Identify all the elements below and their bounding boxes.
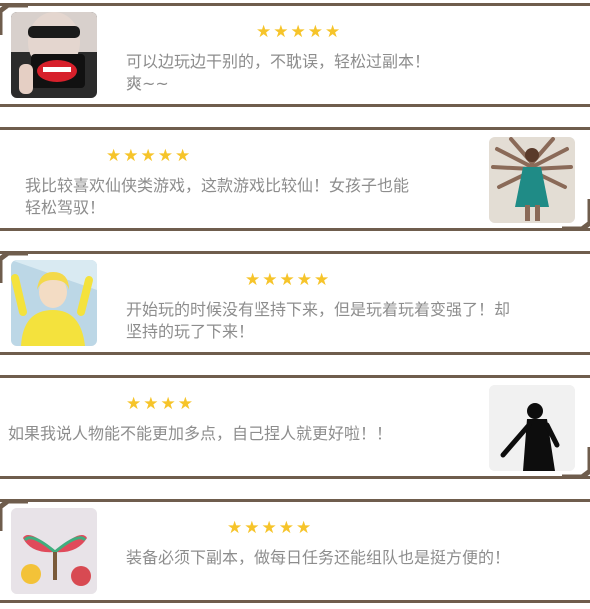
avatar bbox=[11, 508, 97, 594]
review-text: 如果我说人物能不能更加多点，自己捏人就更好啦！！ bbox=[8, 424, 393, 443]
corner-bracket-icon bbox=[562, 447, 590, 479]
corner-bracket-icon bbox=[562, 199, 590, 231]
review-text: 可以边玩边干别的，不耽误，轻松过副本！ 爽~~ bbox=[126, 52, 431, 93]
rating-stars: ★★★★★ bbox=[245, 270, 332, 290]
rating-stars: ★★★★ bbox=[126, 394, 195, 414]
corner-bracket-icon bbox=[0, 3, 28, 35]
corner-bracket-icon bbox=[0, 499, 28, 531]
rating-stars: ★★★★★ bbox=[227, 518, 314, 538]
avatar bbox=[11, 12, 97, 98]
review-text: 开始玩的时候没有坚持下来，但是玩着玩着变强了！却 坚持的玩了下来！ bbox=[126, 300, 511, 341]
avatar bbox=[489, 137, 575, 223]
avatar bbox=[11, 260, 97, 346]
silhouette-man-photo bbox=[489, 385, 575, 471]
review-text: 我比较喜欢仙侠类游戏，这款游戏比较仙！女孩子也能 轻松驾驭！ bbox=[25, 176, 410, 217]
review-card: ★★★★★ 装备必须下副本，做每日任务还能组队也是挺方便的！ bbox=[0, 499, 590, 603]
review-card: ★★★★ 如果我说人物能不能更加多点，自己捏人就更好啦！！ bbox=[0, 375, 590, 479]
cartoon-girl-photo bbox=[11, 260, 97, 346]
multi-arm-dancer-photo bbox=[489, 137, 575, 223]
woman-sunglasses-phone-photo bbox=[11, 12, 97, 98]
rating-stars: ★★★★★ bbox=[106, 146, 193, 166]
review-text: 装备必须下副本，做每日任务还能组队也是挺方便的！ bbox=[126, 548, 511, 567]
cartoon-fruit-photo bbox=[11, 508, 97, 594]
review-card: ★★★★★ 可以边玩边干别的，不耽误，轻松过副本！ 爽~~ bbox=[0, 3, 590, 107]
avatar bbox=[489, 385, 575, 471]
review-card: ★★★★★ 开始玩的时候没有坚持下来，但是玩着玩着变强了！却 坚持的玩了下来！ bbox=[0, 251, 590, 355]
rating-stars: ★★★★★ bbox=[256, 22, 343, 42]
review-card: ★★★★★ 我比较喜欢仙侠类游戏，这款游戏比较仙！女孩子也能 轻松驾驭！ bbox=[0, 127, 590, 231]
corner-bracket-icon bbox=[0, 251, 28, 283]
